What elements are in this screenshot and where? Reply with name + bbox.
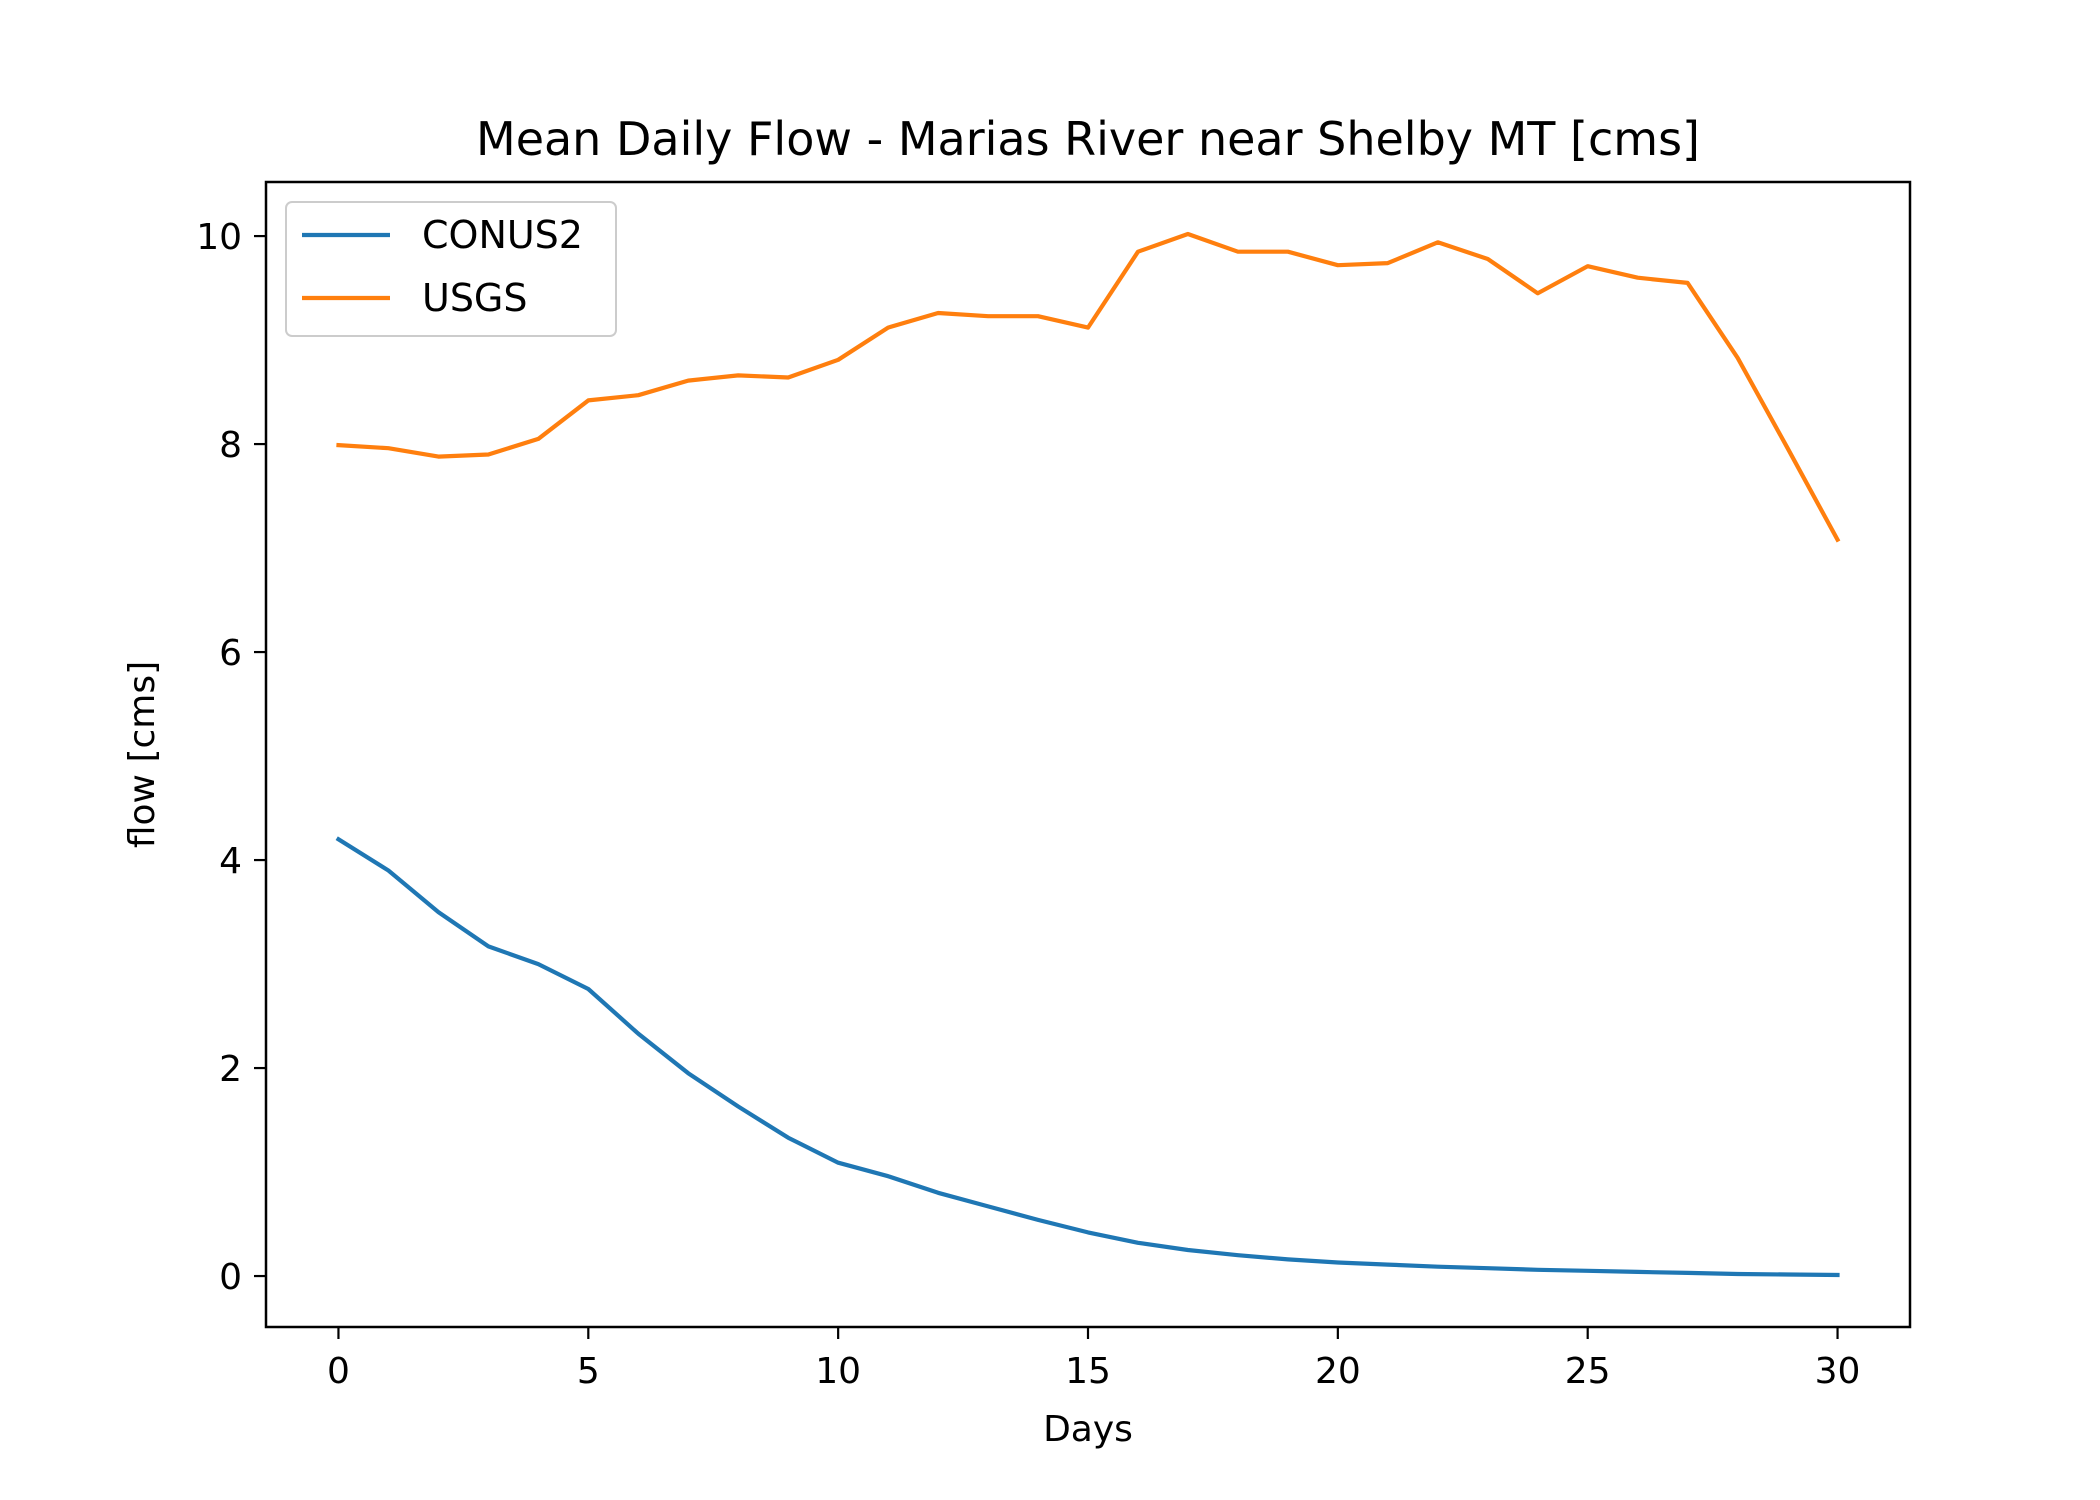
y-axis-label: flow [cms] bbox=[122, 661, 163, 848]
plot-frame bbox=[264, 180, 1912, 1329]
series-line-usgs bbox=[336, 231, 1841, 543]
x-tick-label: 20 bbox=[1315, 1351, 1361, 1392]
y-tick-label: 2 bbox=[219, 1049, 242, 1090]
x-axis-ticks: 0 5 10 15 20 25 30 bbox=[327, 1327, 1860, 1392]
x-tick-label: 15 bbox=[1065, 1351, 1111, 1392]
legend: CONUS2 USGS bbox=[285, 201, 617, 337]
x-tick-label: 5 bbox=[577, 1351, 600, 1392]
y-axis-ticks: 0 2 4 6 8 10 bbox=[196, 217, 266, 1298]
y-tick-label: 6 bbox=[219, 633, 242, 674]
x-axis-label: Days bbox=[1043, 1409, 1133, 1450]
y-tick-label: 0 bbox=[219, 1257, 242, 1298]
x-tick-label: 10 bbox=[815, 1351, 861, 1392]
legend-label-usgs: USGS bbox=[422, 276, 528, 320]
x-tick-label: 25 bbox=[1565, 1351, 1611, 1392]
legend-label-conus2: CONUS2 bbox=[422, 213, 583, 257]
y-tick-label: 10 bbox=[196, 217, 242, 258]
x-tick-label: 0 bbox=[327, 1351, 350, 1392]
y-tick-label: 4 bbox=[219, 841, 242, 882]
series-layer bbox=[335, 231, 1841, 1278]
series-line-conus2 bbox=[335, 836, 1840, 1278]
chart-title: Mean Daily Flow - Marias River near Shel… bbox=[476, 112, 1700, 166]
x-tick-label: 30 bbox=[1815, 1351, 1861, 1392]
y-tick-label: 8 bbox=[219, 425, 242, 466]
